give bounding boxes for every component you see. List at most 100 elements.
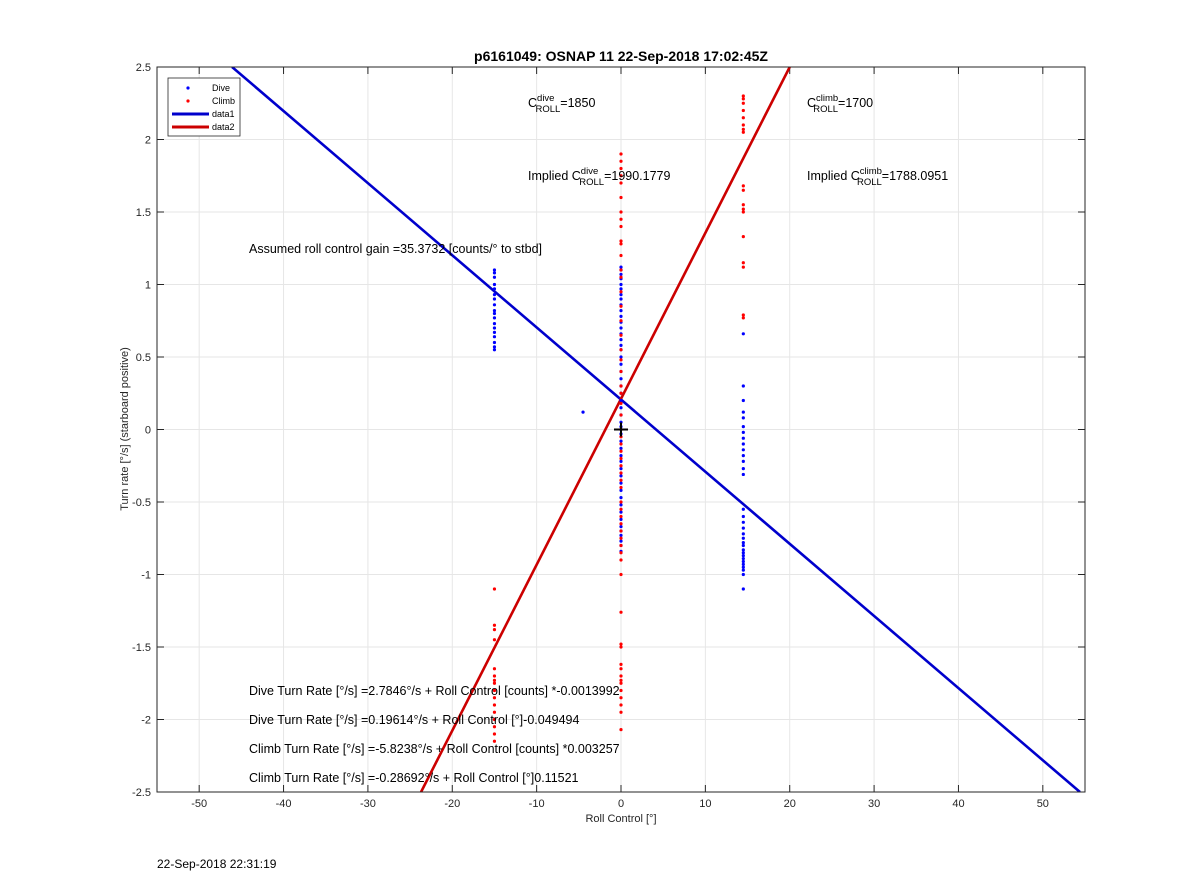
- data-point-dive: [741, 572, 745, 577]
- data-point-climb: [492, 703, 497, 707]
- data-point-dive: [619, 272, 623, 276]
- data-point-climb: [619, 401, 623, 405]
- data-point-climb: [619, 610, 623, 614]
- data-point-climb: [492, 674, 497, 678]
- data-point-climb: [619, 703, 623, 707]
- data-point-dive: [741, 425, 745, 429]
- data-point-climb: [619, 507, 623, 511]
- y-tick-label: 0.5: [136, 352, 151, 364]
- implied-c-roll-dive: Implied Cdive ROLL=1990.1779: [528, 166, 670, 188]
- data-point-climb: [619, 485, 623, 490]
- data-point-climb: [619, 275, 623, 279]
- data-point-climb: [619, 667, 623, 671]
- data-point-dive: [619, 293, 623, 297]
- data-point-climb: [619, 678, 623, 682]
- data-point-climb: [619, 195, 623, 200]
- implied-c-roll-climb: Implied Cclimb ROLL=1788.0951: [807, 166, 948, 188]
- data-point-dive: [581, 410, 585, 414]
- axes-box: [156, 66, 1086, 793]
- data-point-dive: [492, 297, 497, 301]
- data-point-climb: [492, 696, 497, 700]
- y-tick-label: -0.5: [132, 497, 151, 509]
- data-point-climb: [741, 101, 745, 105]
- data-point-dive: [619, 287, 623, 291]
- data-point-climb: [619, 319, 623, 323]
- x-tick-labels: -50 -40 -30 -20 -10 0 10 20 30 40 50: [191, 798, 1049, 810]
- data-point-climb: [741, 207, 745, 211]
- data-point-dive: [619, 326, 623, 330]
- data-point-climb: [741, 94, 745, 98]
- data-point-dive: [492, 345, 497, 349]
- data-point-climb: [619, 464, 623, 468]
- data-point-dive: [741, 398, 745, 403]
- x-tick-label: 10: [699, 798, 711, 810]
- fit-lines: [231, 67, 1081, 792]
- data-point-dive: [619, 406, 623, 410]
- data-point-dive: [619, 265, 623, 269]
- x-tick-label: -40: [276, 798, 292, 810]
- data-point-dive: [619, 282, 623, 287]
- data-point-climb: [619, 572, 623, 577]
- data-point-climb: [619, 217, 623, 221]
- data-point-dive: [741, 532, 745, 536]
- y-tick-label: 0: [145, 425, 151, 437]
- data-point-climb: [619, 449, 623, 453]
- data-point-dive: [741, 459, 745, 463]
- data-point-climb: [492, 688, 497, 693]
- data-point-climb: [492, 587, 497, 591]
- series-line-data2: [419, 67, 791, 792]
- data-point-climb: [619, 348, 623, 352]
- chart-title: p6161049: OSNAP 11 22-Sep-2018 17:02:45Z: [474, 48, 768, 64]
- data-point-climb: [619, 710, 623, 714]
- data-point-climb: [741, 316, 745, 320]
- data-point-climb: [619, 210, 623, 214]
- data-point-climb: [619, 442, 623, 446]
- data-point-dive: [619, 503, 623, 507]
- data-point-climb: [741, 116, 745, 120]
- data-point-dive: [741, 472, 745, 477]
- fit-equation-dive-degrees: Dive Turn Rate [°/s] =0.19614°/s + Roll …: [249, 713, 579, 727]
- data-point-climb: [619, 181, 623, 185]
- data-point-climb: [492, 717, 497, 722]
- data-point-dive: [741, 448, 745, 452]
- data-point-dive: [492, 330, 497, 334]
- data-point-dive: [741, 467, 745, 471]
- data-point-climb: [619, 642, 623, 646]
- data-point-dive: [492, 287, 497, 291]
- data-point-dive: [619, 297, 623, 301]
- legend-swatch-dive: [186, 86, 190, 90]
- data-point-dive: [619, 454, 623, 458]
- data-point-climb: [619, 333, 623, 337]
- tick-marks: [157, 66, 1085, 793]
- data-point-dive: [619, 517, 623, 522]
- data-point-dive: [741, 568, 745, 572]
- data-point-dive: [492, 322, 497, 326]
- x-tick-label: 30: [868, 798, 880, 810]
- data-point-dive: [619, 309, 623, 313]
- data-point-dive: [741, 543, 745, 548]
- x-axis-label: Roll Control [°]: [585, 813, 656, 825]
- data-point-dive: [619, 377, 623, 381]
- data-point-dive: [619, 474, 623, 478]
- data-point-dive: [741, 565, 745, 569]
- data-point-dive: [741, 416, 745, 420]
- data-point-dive: [741, 551, 745, 555]
- data-point-climb: [619, 558, 623, 562]
- data-point-climb: [619, 471, 623, 475]
- legend-label-data1: data1: [212, 109, 235, 119]
- data-point-dive: [741, 507, 745, 511]
- data-point-climb: [492, 678, 497, 682]
- y-tick-label: -2: [141, 715, 151, 727]
- data-point-climb: [619, 304, 623, 308]
- data-point-dive: [619, 446, 623, 450]
- data-point-climb: [619, 413, 623, 417]
- legend: Dive Climb data1 data2: [167, 77, 241, 137]
- data-point-climb: [619, 529, 623, 533]
- data-point-climb: [741, 123, 745, 127]
- data-point-dive: [741, 514, 745, 519]
- c-roll-climb: Cclimb ROLL=1700: [807, 93, 873, 115]
- data-point-dive: [492, 293, 497, 297]
- data-point-dive: [619, 459, 623, 463]
- data-point-dive: [619, 525, 623, 529]
- y-tick-label: 1: [145, 280, 151, 292]
